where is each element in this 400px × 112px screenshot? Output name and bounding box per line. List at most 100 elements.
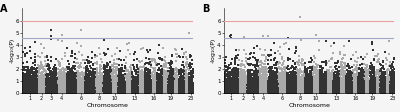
Point [133, 92, 140, 94]
Point [294, 92, 300, 94]
Point [344, 85, 350, 86]
Point [161, 91, 167, 93]
Point [332, 78, 338, 80]
Point [364, 91, 371, 93]
Point [324, 69, 330, 71]
Point [231, 92, 237, 93]
Point [63, 86, 69, 88]
Point [361, 90, 368, 92]
Point [41, 90, 47, 92]
Point [238, 89, 244, 91]
Point [116, 83, 122, 85]
Point [372, 83, 378, 84]
Point [285, 83, 291, 84]
Point [40, 87, 47, 88]
Point [77, 83, 84, 85]
Point [242, 92, 249, 94]
Point [112, 90, 119, 91]
Point [139, 87, 145, 89]
Point [158, 92, 164, 94]
Point [315, 90, 322, 92]
Point [306, 81, 312, 83]
Point [245, 73, 252, 75]
Point [69, 91, 76, 93]
Point [170, 89, 176, 90]
Point [172, 91, 178, 93]
Point [62, 80, 69, 81]
Point [117, 86, 123, 88]
Point [109, 81, 115, 83]
Point [132, 90, 139, 91]
Point [274, 91, 281, 93]
Point [314, 92, 321, 94]
Point [188, 78, 194, 80]
Point [187, 91, 193, 93]
Point [76, 83, 82, 85]
Point [116, 84, 123, 86]
Point [356, 86, 363, 88]
Point [310, 92, 317, 94]
Point [382, 89, 388, 91]
Point [46, 79, 52, 80]
Point [250, 89, 256, 91]
Point [334, 80, 340, 82]
Point [248, 82, 254, 84]
Point [270, 92, 277, 94]
Point [73, 91, 80, 93]
Point [368, 86, 374, 87]
Point [276, 88, 283, 90]
Point [61, 77, 67, 79]
Point [298, 64, 305, 66]
Point [292, 85, 299, 86]
Point [166, 91, 172, 93]
Point [44, 82, 50, 84]
Point [64, 82, 70, 83]
Point [348, 92, 354, 94]
Point [58, 71, 64, 73]
Point [319, 89, 326, 91]
Point [363, 86, 370, 87]
Point [310, 91, 317, 93]
Point [96, 76, 103, 78]
Point [274, 84, 280, 86]
Point [262, 92, 268, 94]
Point [36, 83, 43, 85]
Point [296, 91, 303, 93]
Point [319, 87, 325, 89]
Point [154, 92, 161, 94]
Point [124, 70, 130, 72]
Point [354, 72, 360, 73]
Point [54, 84, 60, 86]
Point [41, 89, 48, 91]
Point [378, 91, 385, 93]
Point [142, 73, 148, 75]
Point [106, 86, 113, 88]
Point [56, 89, 63, 91]
Point [359, 81, 365, 83]
Point [352, 88, 358, 90]
Point [179, 81, 185, 83]
Point [358, 79, 365, 80]
Point [172, 92, 178, 94]
Point [72, 92, 78, 94]
Point [172, 80, 179, 82]
Point [382, 90, 388, 92]
Point [384, 78, 391, 80]
Point [299, 83, 306, 85]
Point [238, 90, 244, 92]
Point [115, 83, 122, 85]
Point [355, 88, 362, 89]
Point [365, 87, 372, 89]
Point [30, 87, 36, 89]
Point [171, 90, 177, 92]
Point [342, 90, 348, 92]
Point [336, 82, 343, 84]
Point [72, 91, 78, 93]
Point [184, 90, 191, 92]
Point [339, 87, 346, 88]
Point [124, 43, 130, 45]
Point [184, 88, 191, 90]
Point [233, 58, 240, 59]
Point [289, 92, 296, 94]
Point [309, 84, 315, 85]
